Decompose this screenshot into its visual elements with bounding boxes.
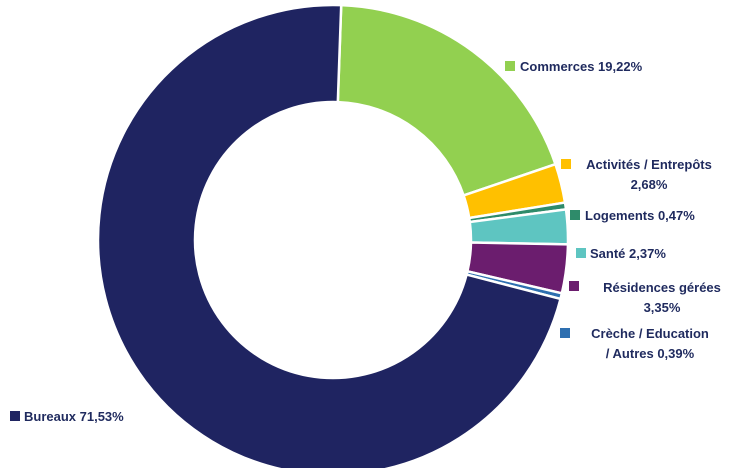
legend-swatch-4 bbox=[569, 281, 579, 291]
legend-swatch-3 bbox=[576, 248, 586, 258]
slice-label-line: Logements 0,47% bbox=[585, 208, 695, 223]
slice-label-line: Commerces 19,22% bbox=[520, 59, 643, 74]
slice-label-0: Commerces 19,22% bbox=[520, 59, 643, 74]
slice-label-3: Santé 2,37% bbox=[590, 246, 666, 261]
legend-swatch-1 bbox=[561, 159, 571, 169]
slice-label-6: Bureaux 71,53% bbox=[24, 409, 124, 424]
slice-label-line: / Autres 0,39% bbox=[606, 346, 695, 361]
slice-label-line: Résidences gérées bbox=[603, 280, 721, 295]
donut-slice-0 bbox=[338, 5, 556, 195]
slice-label-line: Crèche / Education bbox=[591, 326, 709, 341]
slice-label-5: Crèche / Education / Autres 0,39% bbox=[591, 326, 709, 361]
legend-swatch-2 bbox=[570, 210, 580, 220]
slice-label-line: Bureaux 71,53% bbox=[24, 409, 124, 424]
legend-swatch-0 bbox=[505, 61, 515, 71]
slice-label-line: Activités / Entrepôts bbox=[586, 157, 712, 172]
slice-label-line: 3,35% bbox=[644, 300, 681, 315]
slice-label-line: 2,68% bbox=[631, 177, 668, 192]
slice-label-4: Résidences gérées 3,35% bbox=[603, 280, 721, 315]
slice-label-2: Logements 0,47% bbox=[585, 208, 695, 223]
legend-swatch-5 bbox=[560, 328, 570, 338]
legend-swatch-6 bbox=[10, 411, 20, 421]
slice-label-1: Activités / Entrepôts 2,68% bbox=[586, 157, 712, 192]
slice-label-line: Santé 2,37% bbox=[590, 246, 666, 261]
